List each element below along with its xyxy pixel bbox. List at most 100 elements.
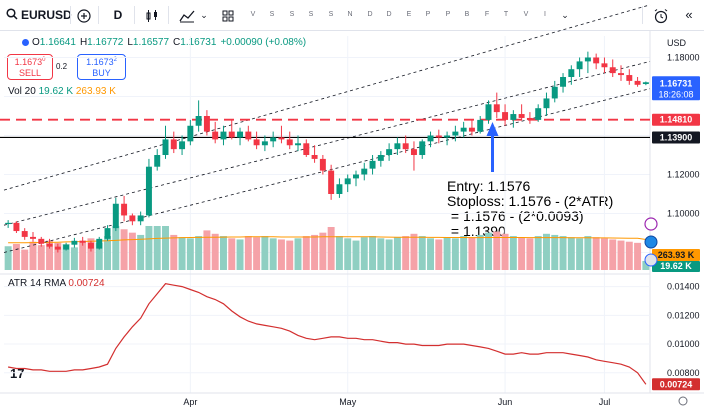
sell-price: 1.1673 xyxy=(14,57,43,67)
candle-body xyxy=(386,149,393,155)
price-axis-label: 1.14000 xyxy=(667,131,700,141)
toolbar-letter[interactable]: N xyxy=(347,11,353,18)
indicators-icon[interactable] xyxy=(178,0,196,30)
candle-body xyxy=(129,215,136,222)
candle-body xyxy=(5,222,12,225)
atr-legend[interactable]: ATR 14 RMA 0.00724 xyxy=(8,278,105,289)
time-axis-label: Jul xyxy=(599,397,611,407)
candle-body xyxy=(87,242,94,249)
volume-bar xyxy=(327,227,335,270)
trade-annotation: Entry: 1.1576 Stoploss: 1.1576 - (2*ATR) … xyxy=(447,179,613,239)
volume-bar xyxy=(509,236,517,270)
atr-axis-label: 0.01400 xyxy=(667,282,700,292)
arrow-head xyxy=(486,122,499,136)
toolbar-letter[interactable]: V xyxy=(523,11,529,18)
volume-bar xyxy=(451,238,459,270)
collapse-panel-icon[interactable]: « xyxy=(685,7,693,22)
volume-last-badge-bg xyxy=(652,261,700,272)
volume-bar xyxy=(236,239,244,270)
candles-chart-type-icon[interactable] xyxy=(144,0,160,30)
toolbar-divider xyxy=(70,6,71,24)
candle-body xyxy=(112,203,119,229)
toolbar-letter[interactable]: E xyxy=(406,11,412,18)
volume-bar xyxy=(460,236,468,270)
toolbar-letter[interactable]: S xyxy=(269,11,275,18)
volume-bar xyxy=(311,234,319,270)
volume-bar xyxy=(269,238,277,270)
atr-last-badge-bg xyxy=(652,378,700,391)
toolbar-letter[interactable]: S xyxy=(308,11,314,18)
volume-bar xyxy=(253,237,261,270)
candle-body xyxy=(63,244,70,250)
add-symbol-icon[interactable] xyxy=(76,0,92,30)
buy-button[interactable]: 1.16732 BUY xyxy=(77,54,126,80)
volume-bar xyxy=(120,229,128,270)
volume-ma-badge: 263.93 K xyxy=(658,250,695,260)
candle-body xyxy=(328,170,335,194)
alarm-clock-icon[interactable] xyxy=(652,0,670,30)
symbol-search-button[interactable]: EURUSD xyxy=(6,0,72,30)
toolbar-letter[interactable]: I xyxy=(544,11,546,18)
candle-body xyxy=(543,98,550,109)
spread-value: 0.2 xyxy=(56,62,68,71)
toolbar-letter[interactable]: D xyxy=(386,11,392,18)
volume-bar xyxy=(104,236,112,270)
sell-button[interactable]: 1.16730 SELL xyxy=(7,54,53,80)
candle-body xyxy=(551,86,558,99)
candle-body xyxy=(535,108,542,120)
price-axis: USD 1.18000 1.16000 1.14000 1.12000 1.10000 1.… xyxy=(183,38,700,407)
layout-grid-icon[interactable] xyxy=(221,0,235,30)
volume-bar xyxy=(244,236,252,270)
candle-body xyxy=(96,238,103,249)
volume-legend[interactable]: Vol 20 19.62 K 263.93 K xyxy=(8,86,116,97)
toolbar-letter[interactable]: P xyxy=(425,11,431,18)
close-value: 1.16731 xyxy=(180,37,217,48)
chevron-down-icon[interactable]: ⌄ xyxy=(561,10,569,20)
atr-value: 0.00724 xyxy=(68,278,105,289)
volume-bar xyxy=(435,239,443,270)
candle-body xyxy=(369,160,376,169)
toolbar-letter[interactable]: S xyxy=(289,11,295,18)
candle-body xyxy=(195,116,202,126)
candle-body xyxy=(593,57,600,64)
chevron-down-icon[interactable]: ⌄ xyxy=(200,10,208,20)
last-price-badge: 1.16731 xyxy=(660,78,693,88)
volume-bar xyxy=(21,249,29,270)
toolbar-letter[interactable]: B xyxy=(464,11,470,18)
market-status-icon xyxy=(22,38,29,46)
volume-bar xyxy=(369,236,377,270)
candle-body xyxy=(526,117,533,120)
volume-bar xyxy=(261,236,269,270)
volume-bar xyxy=(642,260,650,270)
candle-body xyxy=(609,67,616,74)
toolbar-letter[interactable]: F xyxy=(484,11,490,18)
volume-bar xyxy=(62,243,70,270)
volume-value-2: 263.93 K xyxy=(75,86,116,97)
time-axis-label: Apr xyxy=(183,397,197,407)
volume-bar xyxy=(211,233,219,270)
toolbar-letter[interactable]: P xyxy=(445,11,451,18)
atr-pane xyxy=(4,283,650,385)
toolbar-letter[interactable]: D xyxy=(367,11,373,18)
candle-body xyxy=(394,143,401,150)
candle-body xyxy=(477,119,484,132)
sell-label: SELL xyxy=(18,68,42,78)
candle-body xyxy=(170,139,177,150)
interval-button[interactable]: D xyxy=(113,8,123,22)
volume-bar xyxy=(427,238,435,270)
volume-bar xyxy=(567,237,575,270)
price-axis-label: 1.10000 xyxy=(667,209,700,219)
candle-body xyxy=(353,174,359,179)
toolbar-letter[interactable]: S xyxy=(328,11,334,18)
volume-bar xyxy=(617,240,625,270)
toolbar-letter[interactable]: T xyxy=(503,11,509,18)
toolbar-letter[interactable]: V xyxy=(250,11,256,18)
volume-bar xyxy=(145,226,153,270)
volume-bar xyxy=(393,237,401,270)
candle-body xyxy=(319,158,326,171)
buy-price-pip: 2 xyxy=(113,57,117,63)
atr-axis-label: 0.01200 xyxy=(667,310,700,320)
candle-body xyxy=(634,80,641,85)
volume-bar xyxy=(534,236,542,270)
currency-label: USD xyxy=(667,38,687,48)
